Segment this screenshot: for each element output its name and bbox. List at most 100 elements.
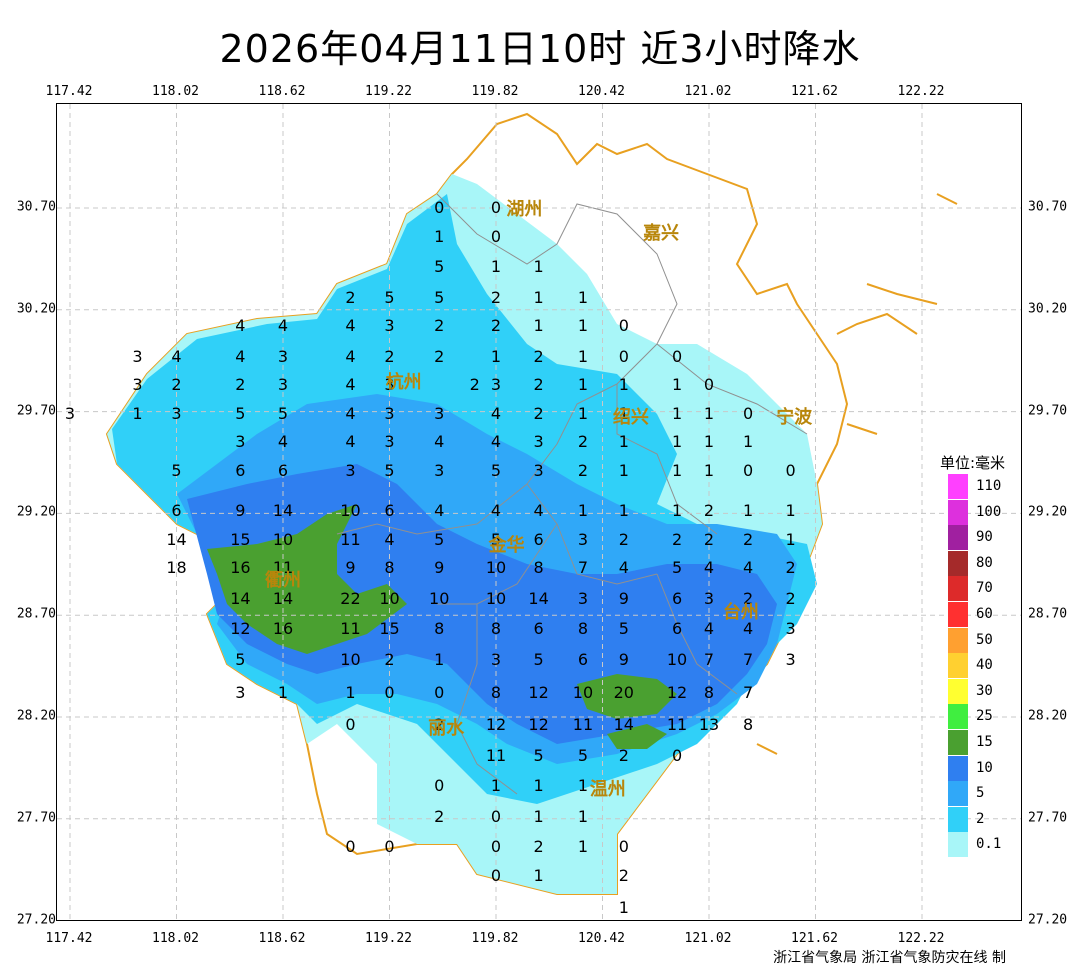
station-value: 1 — [618, 501, 629, 521]
legend-label: 30 — [976, 682, 993, 699]
station-value: 2 — [533, 403, 544, 423]
station-value: 11 — [666, 715, 688, 735]
station-value: 11 — [272, 558, 294, 578]
station-value: 5 — [577, 745, 589, 765]
station-value: 3 — [533, 432, 544, 452]
station-value: 14 — [166, 529, 187, 549]
station-value: 3 — [345, 460, 356, 480]
station-value: 6 — [533, 619, 544, 639]
legend-label: 100 — [976, 503, 1002, 520]
station-value: 1 — [490, 257, 502, 277]
station-value: 4 — [434, 432, 445, 452]
station-value: 2 — [533, 837, 544, 857]
station-value: 22 — [340, 588, 361, 608]
station-value: 4 — [345, 375, 356, 395]
station-value: 5 — [434, 287, 445, 307]
station-value: 20 — [613, 682, 634, 702]
longitude-tick-label: 117.42 — [45, 84, 93, 99]
station-value: 0 — [618, 346, 629, 366]
latitude-tick-label: 29.70 — [1028, 403, 1068, 419]
station-value: 6 — [235, 460, 246, 480]
station-value: 0 — [345, 715, 356, 735]
legend-item: 40 — [948, 653, 1038, 679]
map-title: 2026年04月11日10时 近3小时降水 — [219, 27, 861, 71]
station-value: 10 — [340, 501, 361, 521]
station-value: 1 — [671, 501, 683, 521]
legend-label: 40 — [976, 657, 993, 674]
station-value: 3 — [434, 460, 445, 480]
station-value: 0 — [434, 682, 445, 702]
station-value: 2 — [434, 806, 445, 826]
city-label: 嘉兴 — [643, 223, 680, 245]
legend-label: 25 — [976, 708, 993, 725]
station-value: 4 — [490, 403, 502, 423]
city-label: 绍兴 — [612, 406, 649, 428]
legend-item: 5 — [948, 781, 1038, 807]
station-value: 9 — [618, 649, 629, 669]
station-value: 0 — [434, 776, 445, 796]
legend-swatch — [948, 730, 968, 755]
legend-swatch — [948, 499, 968, 525]
station-value: 3 — [277, 346, 289, 366]
station-value: 4 — [490, 432, 502, 452]
legend-label: 2 — [976, 810, 985, 827]
longitude-tick-label: 121.62 — [791, 931, 838, 946]
rain-15-area-south2 — [607, 724, 667, 749]
station-value: 14 — [272, 501, 294, 521]
legend-label: 80 — [976, 554, 993, 571]
latitude-tick-label: 28.70 — [1028, 606, 1068, 622]
longitude-tick-label: 122.22 — [897, 931, 945, 946]
coastline-islands — [756, 193, 958, 755]
station-value: 4 — [434, 501, 445, 521]
city-label: 金华 — [488, 534, 525, 556]
city-label: 宁波 — [776, 406, 813, 428]
legend-swatch — [948, 474, 968, 499]
station-value: 2 — [469, 375, 480, 395]
station-value: 4 — [345, 432, 356, 452]
latitude-tick-label: 30.70 — [16, 199, 56, 215]
station-value: 2 — [434, 346, 445, 366]
station-value: 3 — [490, 649, 502, 669]
station-value: 5 — [490, 529, 502, 549]
city-label: 温州 — [589, 779, 626, 801]
station-value: 1 — [703, 403, 715, 423]
station-value: 1 — [618, 403, 629, 423]
legend-swatch — [948, 781, 968, 807]
latitude-tick-label: 28.70 — [16, 606, 56, 622]
legend-swatch — [948, 678, 968, 704]
station-value: 3 — [577, 588, 589, 608]
legend-item: 0.1 — [948, 832, 1038, 858]
station-value: 13 — [698, 715, 720, 735]
station-value: 0 — [618, 316, 629, 336]
station-value: 3 — [64, 403, 76, 423]
station-value: 4 — [345, 346, 356, 366]
station-value: 3 — [533, 460, 544, 480]
legend-item: 110 — [948, 474, 1038, 499]
station-value: 0 — [618, 837, 629, 857]
station-value: 5 — [434, 257, 445, 277]
latitude-tick-label: 28.20 — [1028, 708, 1068, 724]
station-value: 8 — [490, 619, 502, 639]
station-value: 5 — [384, 460, 395, 480]
station-value: 2 — [703, 529, 715, 549]
station-value: 3 — [703, 588, 715, 608]
legend-label: 110 — [976, 478, 1002, 494]
station-value: 8 — [703, 682, 715, 702]
station-value: 2 — [618, 865, 629, 885]
station-value: 1 — [533, 257, 544, 277]
station-value: 3 — [171, 403, 182, 423]
station-value: 1 — [671, 460, 683, 480]
station-value: 1 — [132, 403, 143, 423]
station-value: 16 — [272, 619, 294, 639]
latitude-tick-label: 29.20 — [16, 504, 56, 520]
station-value: 1 — [434, 649, 445, 669]
station-value: 4 — [345, 316, 356, 336]
station-value: 4 — [742, 558, 754, 578]
station-value: 1 — [577, 837, 589, 857]
station-value: 0 — [671, 346, 683, 366]
city-label: 湖州 — [506, 199, 543, 220]
station-value: 5 — [235, 649, 246, 669]
legend-swatch — [948, 806, 968, 832]
station-value: 2 — [533, 346, 544, 366]
